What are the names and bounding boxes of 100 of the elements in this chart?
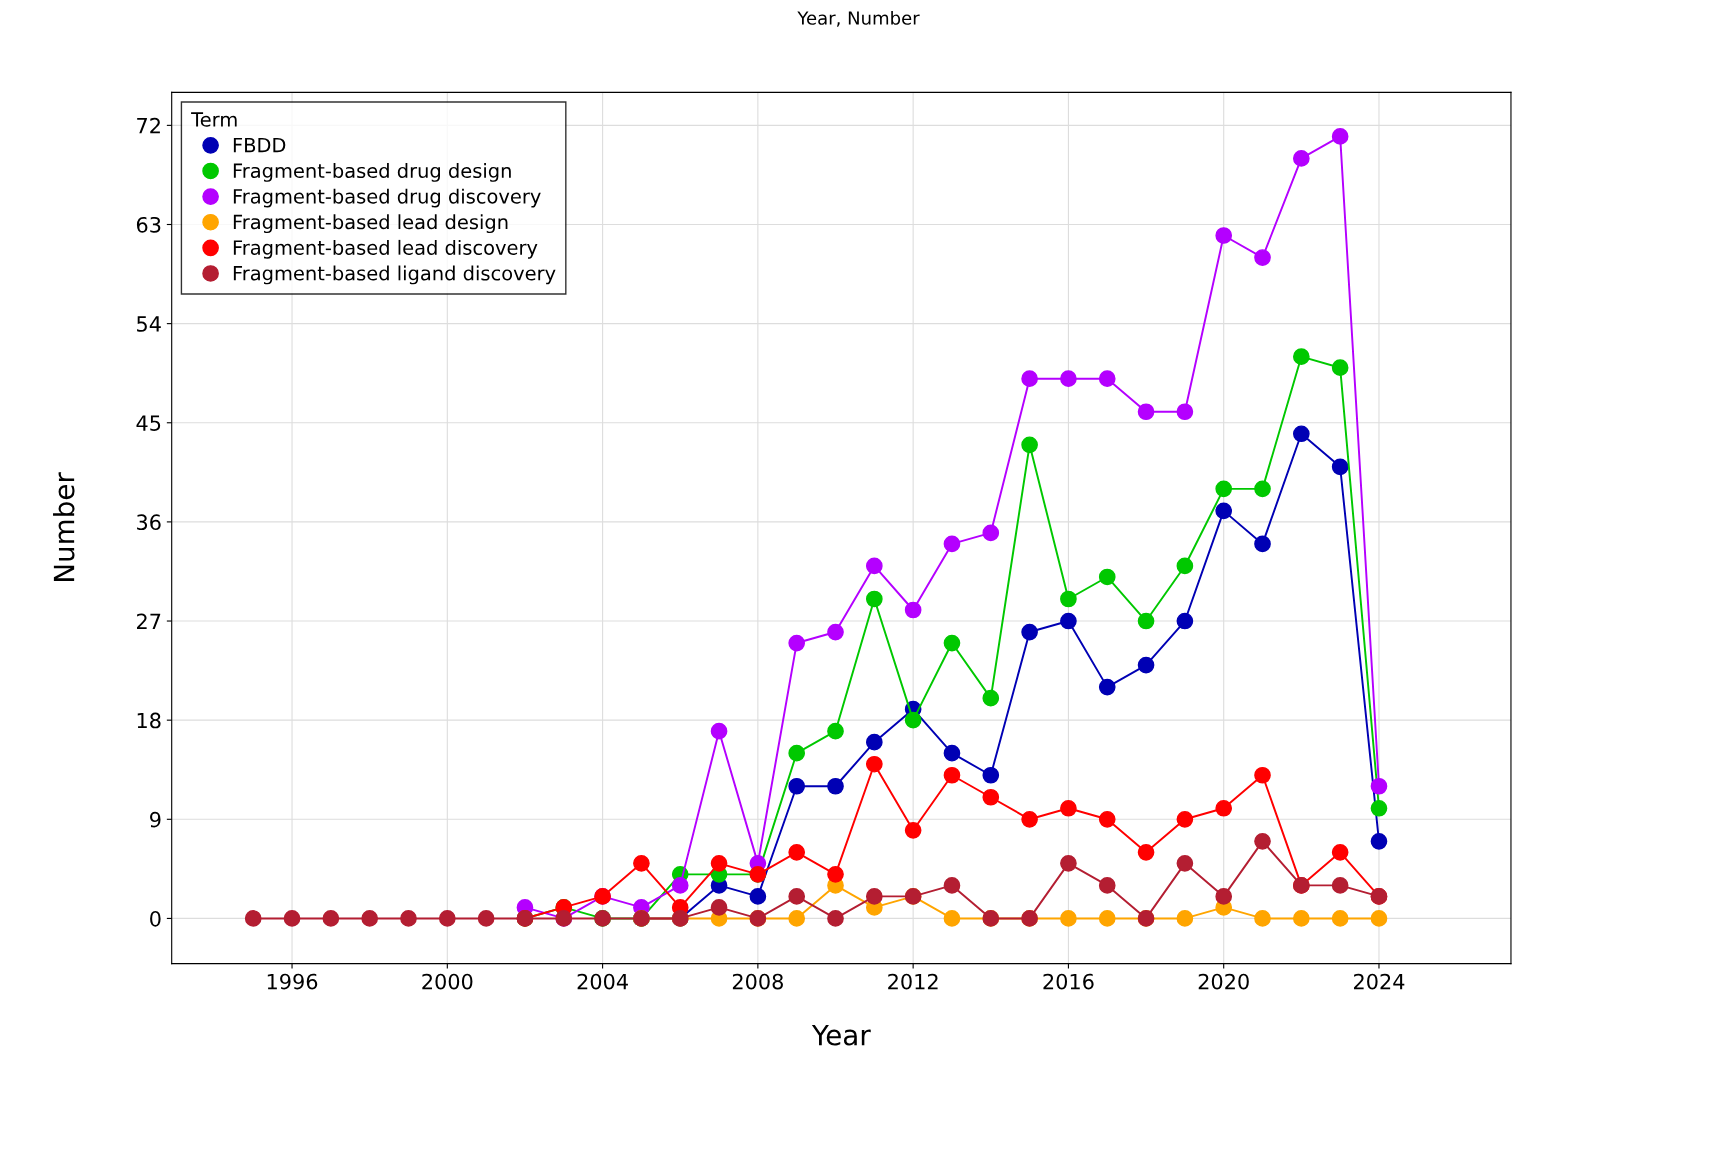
x-tick-label: 2020 [1198,973,1249,990]
point [1176,557,1194,575]
point [1331,877,1349,894]
y-axis-title: Number [53,472,75,582]
legend-title: Term [191,112,237,127]
point [904,821,922,839]
point [827,866,844,883]
point [788,910,806,927]
point [943,535,961,553]
x-tick-label: 2008 [732,973,783,990]
point [865,557,883,575]
point [1370,832,1388,850]
point [1370,799,1388,817]
point [827,777,844,795]
point [1098,810,1116,828]
point [1137,612,1155,630]
point [1215,888,1233,905]
point [1331,844,1349,861]
x-tick-label: 1996 [267,973,318,990]
point [1254,832,1271,850]
point [1254,249,1271,266]
point [1176,403,1194,421]
legend-label: Fragment-based lead discovery [233,239,538,259]
y-tick-label: 36 [137,514,161,531]
y-tick-label: 0 [150,910,161,927]
point [1060,590,1077,608]
point [477,910,495,927]
point [827,722,844,740]
point [1060,799,1077,817]
point [1137,656,1155,674]
point [788,888,806,905]
point [1098,568,1116,586]
point [710,722,728,740]
point [788,844,806,861]
point [244,910,262,927]
point [1331,128,1349,145]
point [322,910,340,927]
point [710,899,728,916]
x-tick-label: 2000 [422,973,473,990]
y-tick-label: 72 [137,117,160,134]
point [1293,910,1310,927]
point [1293,425,1310,443]
point [1021,810,1038,828]
point [1331,910,1349,927]
point [1060,370,1077,388]
point [1254,480,1271,498]
legend-label: Fragment-based ligand discovery [233,265,556,285]
point [827,623,844,641]
point [1021,370,1038,388]
point [788,634,806,652]
point [943,910,961,927]
point [749,888,767,905]
point [1060,855,1077,872]
point [982,524,1000,542]
point [1370,910,1388,927]
point [1060,910,1077,927]
point [865,755,883,773]
legend-label: FBDD [233,137,286,153]
point [943,744,961,762]
point [865,590,883,608]
point [1098,678,1116,696]
point [1176,612,1194,630]
y-tick-label: 27 [136,613,161,629]
point [361,910,379,927]
point [865,733,883,751]
point [1370,777,1388,795]
y-tick-label: 9 [150,811,161,828]
point [827,910,844,927]
point [1331,458,1349,476]
point [865,888,883,905]
x-tick-label: 2024 [1353,973,1405,990]
point [1137,403,1155,421]
point [400,910,417,927]
point [1176,810,1194,828]
point [1293,348,1310,366]
point [438,910,456,927]
point [943,634,961,652]
point [1021,623,1038,641]
point [1215,799,1233,817]
point [1098,910,1116,927]
x-axis-title: Year [811,1024,871,1046]
point [1021,436,1038,454]
x-tick-label: 2016 [1043,973,1094,990]
point [904,601,922,619]
legend-label: Fragment-based drug design [233,163,511,182]
legend-label: Fragment-based lead design [233,214,508,234]
point [1254,766,1271,784]
point [1293,150,1310,167]
point [788,744,806,762]
y-tick-label: 45 [136,415,161,431]
point [633,855,650,872]
y-tick-label: 63 [136,216,161,233]
x-tick-label: 2012 [888,973,938,990]
point [943,766,961,784]
point [982,766,1000,784]
point [671,877,689,894]
point [943,877,961,894]
point [1176,910,1194,927]
point [283,910,301,927]
point [1215,227,1233,244]
